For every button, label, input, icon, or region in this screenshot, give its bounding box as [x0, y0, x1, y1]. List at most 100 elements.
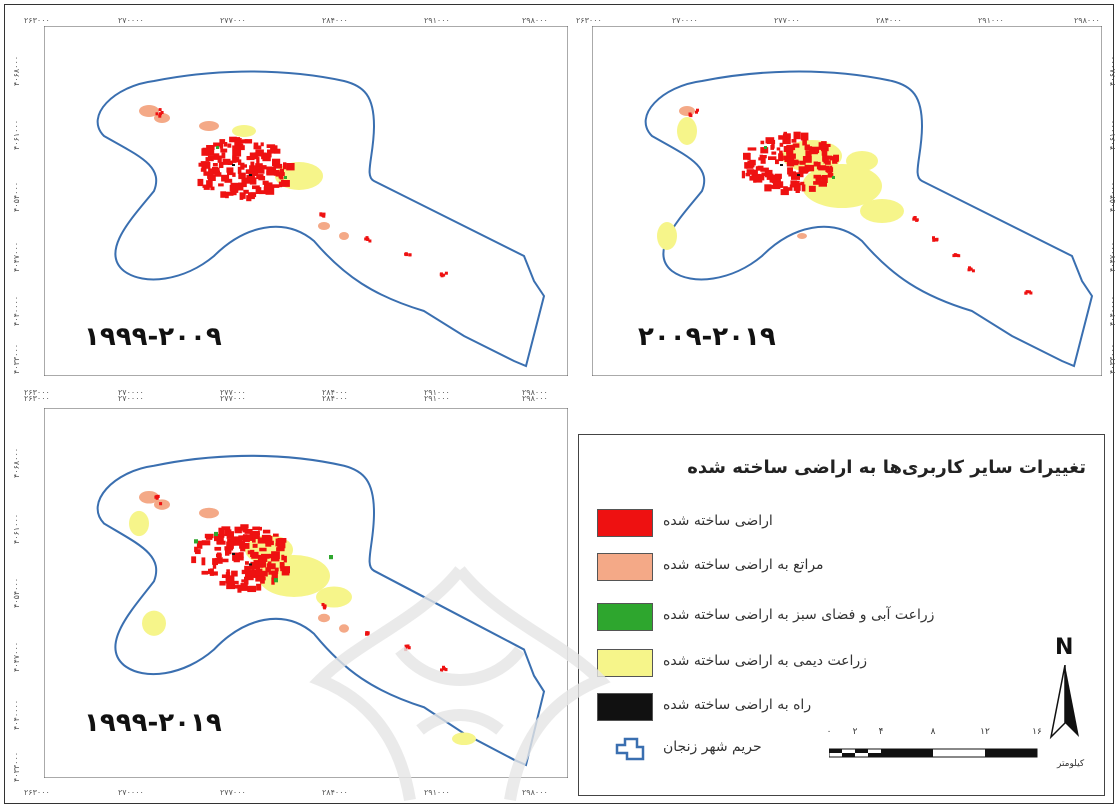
- axis-tick-label: ۴۰۴۷۰۰۰: [12, 241, 21, 272]
- built-patch: [218, 161, 224, 168]
- built-patch: [802, 138, 807, 146]
- built-patch: [933, 238, 936, 241]
- built-patch: [200, 168, 207, 172]
- built-patch: [286, 163, 295, 171]
- built-patch: [804, 164, 810, 172]
- built-patch: [202, 147, 211, 155]
- axis-tick-label: ۲۶۳۰۰۰: [24, 394, 50, 403]
- rangeland-patch: [139, 105, 159, 117]
- built-patch: [219, 139, 226, 144]
- built-patch: [154, 495, 158, 499]
- built-patch: [235, 137, 241, 145]
- scale-number: ۸: [930, 727, 936, 737]
- built-patch: [791, 175, 800, 180]
- built-patch: [954, 253, 958, 257]
- built-patch: [226, 569, 230, 573]
- axis-tick-label: ۲۷۷۰۰۰: [220, 394, 246, 403]
- built-patch: [813, 161, 818, 167]
- built-patch: [813, 174, 821, 179]
- built-patch: [212, 163, 218, 167]
- built-patch: [206, 180, 213, 188]
- built-patch: [779, 181, 784, 188]
- built-patch: [786, 151, 790, 159]
- built-patch: [786, 144, 794, 152]
- built-patch: [281, 554, 285, 561]
- built-patch: [221, 526, 231, 530]
- built-patch: [238, 172, 246, 180]
- axis-tick-label: ۲۶۳۰۰۰: [576, 16, 602, 25]
- built-patch: [195, 549, 201, 555]
- rangeland-patch: [199, 121, 219, 131]
- built-patch: [225, 549, 230, 556]
- axis-tick-label: ۴۰۶۱۰۰۰: [12, 513, 21, 544]
- rangeland-patch: [154, 113, 170, 123]
- built-patch: [442, 665, 445, 669]
- built-patch: [760, 157, 766, 164]
- axis-tick-label: ۲۷۰۰۰۰: [118, 394, 144, 403]
- rangeland-patch: [339, 232, 349, 240]
- map-canvas: [44, 26, 568, 376]
- built-patch: [238, 527, 246, 531]
- built-patch: [231, 585, 239, 589]
- axis-tick-label: ۴۰۳۳۰۰۰: [12, 751, 21, 782]
- built-patch: [440, 668, 443, 672]
- built-patch: [215, 172, 222, 177]
- built-patch: [283, 566, 290, 574]
- built-patch: [696, 108, 699, 112]
- built-patch: [967, 268, 971, 272]
- built-patch: [822, 155, 829, 162]
- road-patch: [780, 164, 783, 166]
- built-patch: [208, 168, 214, 176]
- built-patch: [223, 142, 228, 147]
- built-patch: [747, 147, 757, 151]
- built-patch: [226, 541, 234, 549]
- built-patch: [778, 135, 783, 140]
- axis-tick-label: ۴۰۳۳۰۰۰: [12, 343, 21, 374]
- built-patch: [247, 585, 257, 593]
- built-patch: [404, 252, 408, 256]
- built-patch: [207, 155, 215, 160]
- axis-tick-label: ۲۹۸۰۰۰: [522, 394, 548, 403]
- built-patch: [274, 567, 279, 572]
- built-patch: [968, 266, 971, 270]
- built-patch: [258, 568, 263, 573]
- built-patch: [246, 174, 255, 179]
- built-patch: [783, 131, 787, 137]
- axis-tick-label: ۲۹۸۰۰۰: [522, 16, 548, 25]
- dryfarm-patch: [232, 125, 256, 137]
- built-patch: [760, 140, 765, 145]
- built-patch: [323, 606, 327, 610]
- built-patch: [272, 570, 278, 579]
- panel-period-label: ۱۹۹۹-۲۰۰۹: [84, 322, 222, 352]
- axis-tick-label: ۲۹۱۰۰۰: [424, 788, 450, 797]
- north-arrow-shape: [1049, 665, 1079, 740]
- built-patch: [768, 156, 777, 160]
- built-patch: [272, 158, 281, 166]
- built-patch: [254, 152, 260, 157]
- built-patch: [244, 576, 249, 585]
- irrigated-patch: [216, 146, 219, 149]
- built-patch: [753, 169, 758, 176]
- axis-tick-label: ۴۰۵۴۰۰۰: [1108, 181, 1117, 212]
- built-patch: [825, 160, 831, 165]
- built-patch: [799, 160, 806, 165]
- built-patch: [204, 533, 214, 539]
- built-patch: [818, 165, 827, 171]
- built-patch: [241, 579, 246, 583]
- built-patch: [244, 139, 253, 144]
- city-boundary: [96, 70, 546, 368]
- scale-unit: کیلومتر: [1057, 759, 1085, 769]
- rangeland-patch: [318, 222, 330, 230]
- built-patch: [201, 540, 211, 546]
- scale-number: ۱۲: [980, 727, 990, 737]
- built-patch: [246, 534, 253, 541]
- built-patch: [780, 189, 789, 196]
- built-patch: [212, 166, 218, 174]
- built-patch: [244, 528, 253, 534]
- built-patch: [207, 174, 216, 181]
- built-patch: [155, 112, 159, 116]
- built-patch: [249, 165, 256, 172]
- built-patch: [266, 166, 274, 175]
- built-patch: [274, 148, 281, 154]
- axis-tick-label: ۲۶۳۰۰۰: [24, 16, 50, 25]
